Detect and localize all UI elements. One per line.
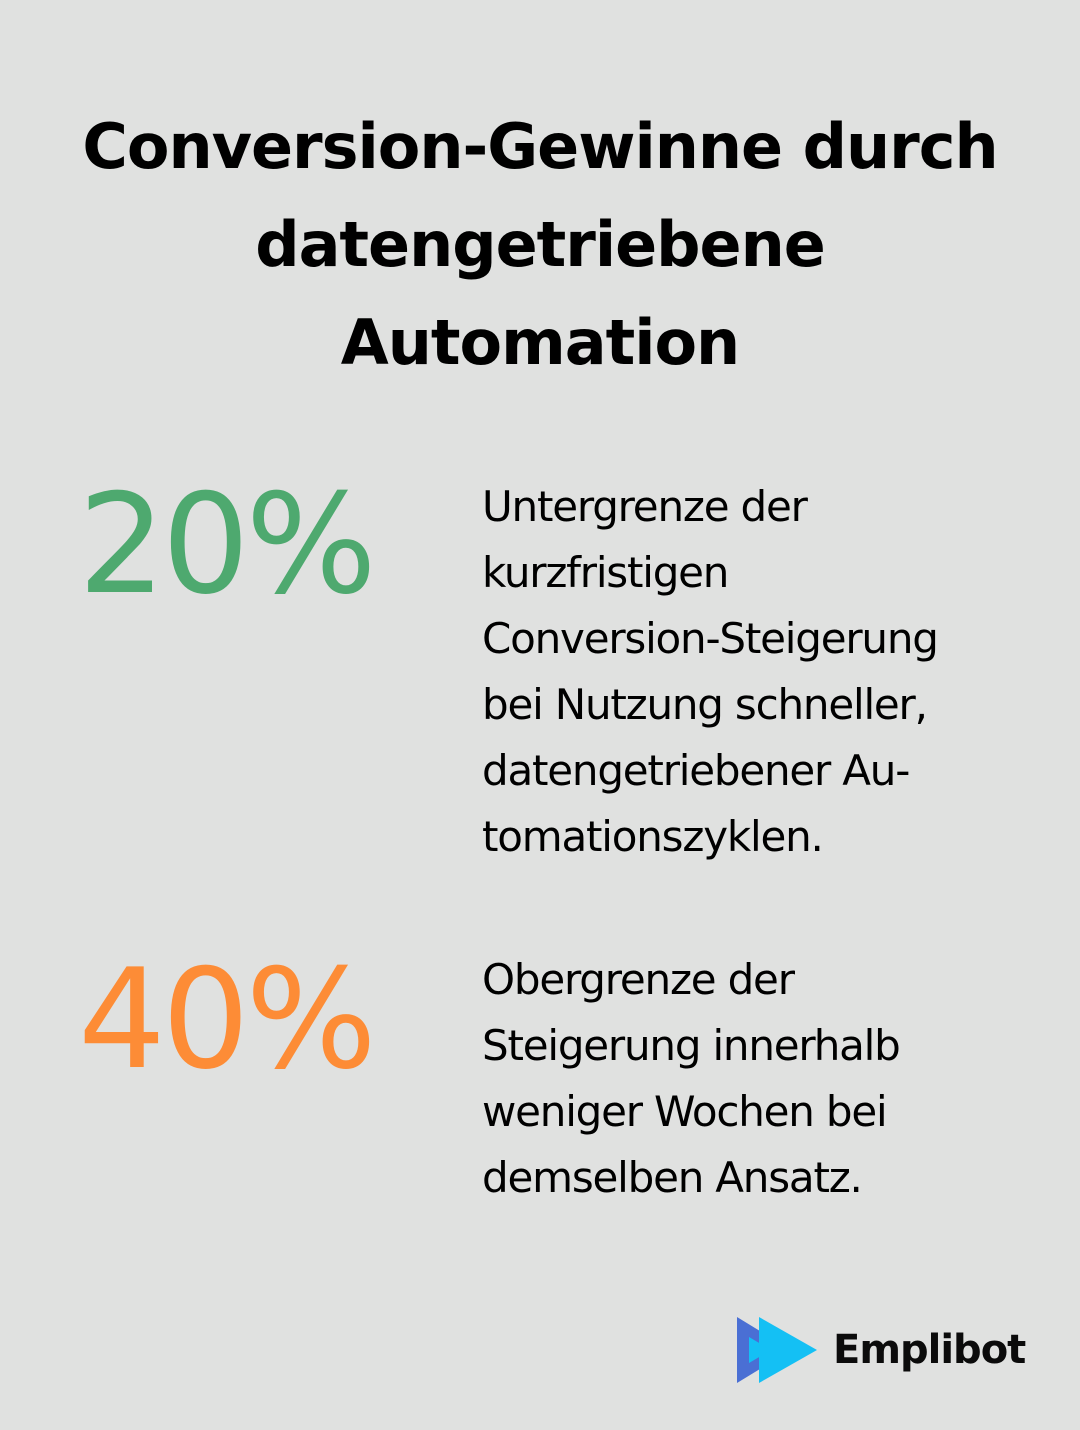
- stat-value: 40%: [78, 939, 377, 1100]
- description-line: Obergrenze der: [482, 955, 795, 1004]
- emplibot-logo: Emplibot: [735, 1312, 1026, 1388]
- description-line: kurzfristigen: [482, 548, 729, 597]
- brand-name: Emplibot: [833, 1327, 1026, 1373]
- description-line: weniger Wochen bei: [482, 1087, 888, 1136]
- description-line: Conversion-Steigerung: [482, 614, 939, 663]
- description-line: bei Nutzung schneller,: [482, 680, 928, 729]
- description-line: tomationszyklen.: [482, 812, 824, 861]
- description-line: Untergrenze der: [482, 482, 808, 531]
- stat-value: 20%: [78, 464, 377, 625]
- play-forward-icon: [737, 1317, 817, 1383]
- title-line-2: datengetriebene: [255, 208, 826, 281]
- page-title: Conversion-Gewinne durch datengetriebene…: [0, 98, 1080, 392]
- description-line: Steigerung innerhalb: [482, 1021, 901, 1070]
- description-line: datengetriebener Au-: [482, 746, 910, 795]
- title-line-3: Automation: [340, 306, 740, 379]
- title-line-1: Conversion-Gewinne durch: [82, 110, 998, 183]
- stat-description: Obergrenze der Steigerung innerhalb weni…: [482, 947, 1002, 1211]
- description-line: demselben Ansatz.: [482, 1153, 863, 1202]
- stat-description: Untergrenze der kurzfristigen Conversion…: [482, 474, 1002, 870]
